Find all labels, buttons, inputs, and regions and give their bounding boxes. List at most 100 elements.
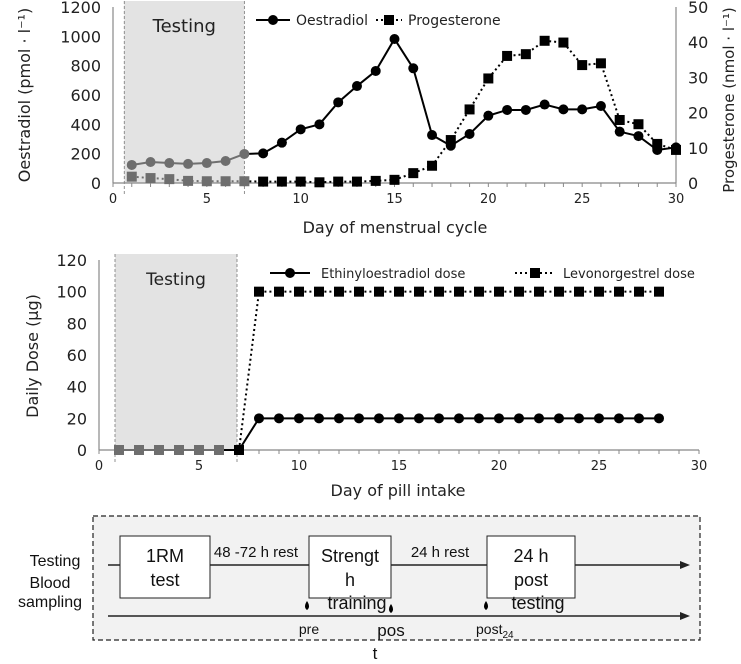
data-point [514, 286, 524, 297]
data-point [414, 286, 424, 297]
data-point [374, 413, 384, 424]
y-axis-title: Daily Dose (µg) [23, 294, 42, 418]
data-point [539, 35, 550, 46]
row-label-blood: Blood [30, 575, 71, 592]
y-tick-label: 120 [56, 251, 87, 270]
box-text: Strengt [321, 546, 379, 566]
data-point [494, 286, 504, 297]
data-point [220, 156, 231, 166]
row-label-testing: Testing [30, 553, 81, 570]
data-point [276, 176, 287, 187]
data-point [294, 413, 304, 424]
data-point [558, 37, 569, 48]
y-tick-label: 60 [67, 346, 87, 365]
data-point [464, 129, 475, 140]
data-point [558, 104, 569, 115]
data-point [454, 413, 464, 424]
data-point [408, 168, 419, 179]
data-point [434, 413, 444, 424]
box-text: training [327, 593, 386, 613]
sample-pre: pre [299, 621, 319, 637]
legend-ethinyloestradiol: Ethinyloestradiol dose [321, 267, 465, 282]
x-tick-label: 25 [574, 192, 591, 207]
x-tick-label: 20 [491, 459, 508, 474]
data-point [577, 104, 588, 115]
data-point [474, 413, 484, 424]
data-point [614, 126, 625, 137]
data-point [134, 445, 144, 455]
data-point [333, 176, 344, 187]
data-point [483, 73, 494, 84]
y-tick-label: 1000 [60, 27, 101, 46]
testing-label: Testing [145, 270, 206, 290]
blood-drop-icon [484, 601, 488, 610]
data-point [154, 445, 164, 455]
data-point [502, 50, 513, 61]
x-tick-label: 20 [480, 192, 497, 207]
data-point [574, 413, 584, 424]
data-point [126, 171, 137, 182]
data-point [520, 104, 531, 115]
legend-oestradiol: Oestradiol [296, 13, 368, 29]
legend: Ethinyloestradiol dose Levonorgestrel do… [270, 267, 695, 282]
data-point [214, 445, 224, 455]
data-point [334, 413, 344, 424]
y-tick-label: 100 [56, 283, 87, 302]
data-point [520, 49, 531, 60]
x-tick-label: 25 [591, 459, 608, 474]
data-point [502, 104, 513, 115]
data-point [194, 445, 204, 455]
data-point [370, 175, 381, 186]
data-point [274, 413, 284, 424]
data-point [164, 158, 175, 169]
box-strength-training [308, 535, 392, 599]
data-point [594, 413, 604, 424]
y-tick-label: 800 [70, 57, 101, 76]
data-point [614, 114, 625, 125]
data-point [276, 137, 287, 148]
data-point [414, 413, 424, 424]
x-tick-label: 15 [391, 459, 408, 474]
data-point [534, 413, 544, 424]
data-point [314, 119, 325, 130]
data-point [534, 286, 544, 297]
data-point [554, 286, 564, 297]
y-tick-label: 20 [67, 409, 87, 428]
data-point [295, 176, 306, 187]
box-24h-post-testing [486, 535, 576, 599]
data-point [595, 101, 606, 111]
series-line [244, 37, 677, 155]
y-tick-label: 0 [77, 441, 87, 460]
data-point [183, 158, 194, 169]
box-text: test [150, 570, 179, 590]
data-point [445, 135, 456, 146]
sample-post24: post24 [476, 621, 514, 641]
sample-post-wrap: t [373, 644, 378, 663]
y-axis-title: Oestradiol (pmol · l⁻¹) [15, 8, 34, 182]
sample-post24-subscript: 24 [502, 630, 514, 641]
rest-label-1: 48 -72 h rest [214, 544, 299, 561]
legend-marker-circle [285, 268, 295, 278]
x-tick-label: 30 [668, 192, 685, 207]
y-tick-label: 600 [70, 86, 101, 105]
data-point [654, 413, 664, 424]
x-axis-title: Day of menstrual cycle [303, 218, 488, 237]
data-point [314, 177, 325, 188]
legend: Oestradiol Progesterone [256, 13, 501, 29]
series-line [219, 290, 659, 451]
box-text: 1RM [146, 546, 184, 566]
data-point [434, 286, 444, 297]
box-text: post [514, 570, 548, 590]
data-point [464, 104, 475, 115]
data-point [494, 413, 504, 424]
y-tick-label: 1200 [60, 0, 101, 17]
data-point [634, 286, 644, 297]
y-tick-label: 80 [67, 314, 87, 333]
legend-levonorgestrel: Levonorgestrel dose [563, 267, 695, 282]
x-tick-label: 5 [195, 459, 203, 474]
data-point [394, 286, 404, 297]
hormone-chart: Testing 0 5 10 15 20 25 3002004006008001000120… [15, 0, 738, 237]
y-tick-label: 0 [91, 174, 101, 193]
data-point [258, 176, 269, 187]
data-point [408, 63, 419, 74]
